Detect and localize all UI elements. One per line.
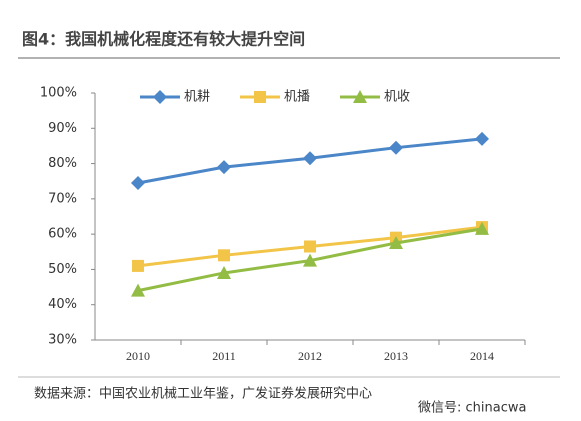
marker [389,140,403,155]
legend-marker [254,91,266,103]
x-tick-label: 2014 [470,349,494,363]
marker [303,253,317,267]
legend-marker [353,90,367,103]
marker [475,221,489,235]
x-tick-label: 2013 [384,349,408,363]
legend-label: 机播 [284,90,310,105]
marker [475,131,489,146]
watermark: 微信号: chinacwa [418,401,526,416]
marker [389,235,403,249]
y-tick-label: 40% [48,297,77,312]
x-tick-label: 2011 [212,349,236,363]
y-tick-label: 90% [48,121,77,136]
legend-marker [153,90,167,104]
marker [303,151,317,166]
marker [131,283,145,297]
chart-title: 图4：我国机械化程度还有较大提升空间 [22,30,305,49]
marker [304,240,316,253]
y-tick-label: 60% [48,227,77,242]
y-tick-label: 30% [48,333,77,348]
x-tick-label: 2012 [298,349,322,363]
marker [217,265,231,279]
y-tick-label: 50% [48,262,77,277]
y-tick-label: 70% [48,191,77,206]
y-tick-label: 100% [40,86,77,101]
legend-label: 机收 [384,90,410,105]
source-note: 数据来源：中国农业机械工业年鉴，广发证券发展研究中心 [34,386,372,402]
marker [217,160,231,175]
marker [132,259,144,272]
x-tick-label: 2010 [126,349,150,363]
y-tick-label: 80% [48,156,77,171]
marker [131,175,145,190]
legend-label: 机耕 [184,89,210,105]
marker [218,249,230,262]
